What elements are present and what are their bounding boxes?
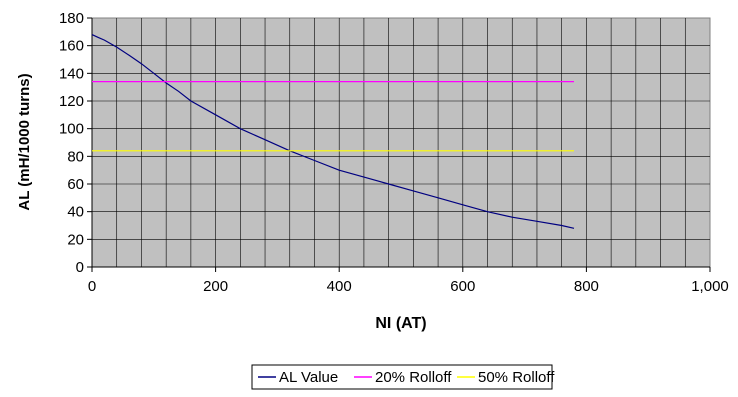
y-tick-label: 20 (67, 231, 84, 248)
legend-label-50-rolloff: 50% Rolloff (478, 369, 555, 386)
y-tick-label: 160 (59, 38, 84, 55)
y-tick-label: 60 (67, 176, 84, 193)
legend: AL Value 20% Rolloff 50% Rolloff (251, 364, 555, 390)
y-axis-title: AL (mH/1000 turns) (16, 73, 33, 210)
x-tick-label: 1,000 (691, 278, 729, 295)
x-tick-label: 400 (327, 278, 352, 295)
x-tick-label: 600 (450, 278, 475, 295)
y-tick-label: 140 (59, 65, 84, 82)
y-tick-label: 120 (59, 93, 84, 110)
x-axis-title: NI (AT) (375, 315, 426, 332)
legend-box (251, 364, 553, 390)
x-tick-label: 800 (574, 278, 599, 295)
x-tick-label: 200 (203, 278, 228, 295)
y-tick-label: 100 (59, 121, 84, 138)
y-tick-label: 0 (76, 259, 84, 276)
x-tick-label: 0 (88, 278, 96, 295)
axes (91, 18, 710, 268)
legend-label-al-value: AL Value (279, 369, 338, 386)
y-tick-label: 180 (59, 10, 84, 27)
legend-label-20-rolloff: 20% Rolloff (375, 369, 452, 386)
tick-labels: 0 200 400 600 800 1,000 0 20 40 60 80 100 120 140 160 1… (59, 10, 729, 295)
y-tick-label: 80 (67, 148, 84, 165)
series-lines (91, 34, 575, 229)
y-tick-label: 40 (67, 204, 84, 221)
grid (92, 18, 710, 267)
plot-area (91, 17, 711, 268)
series-line-al-value (91, 34, 575, 229)
